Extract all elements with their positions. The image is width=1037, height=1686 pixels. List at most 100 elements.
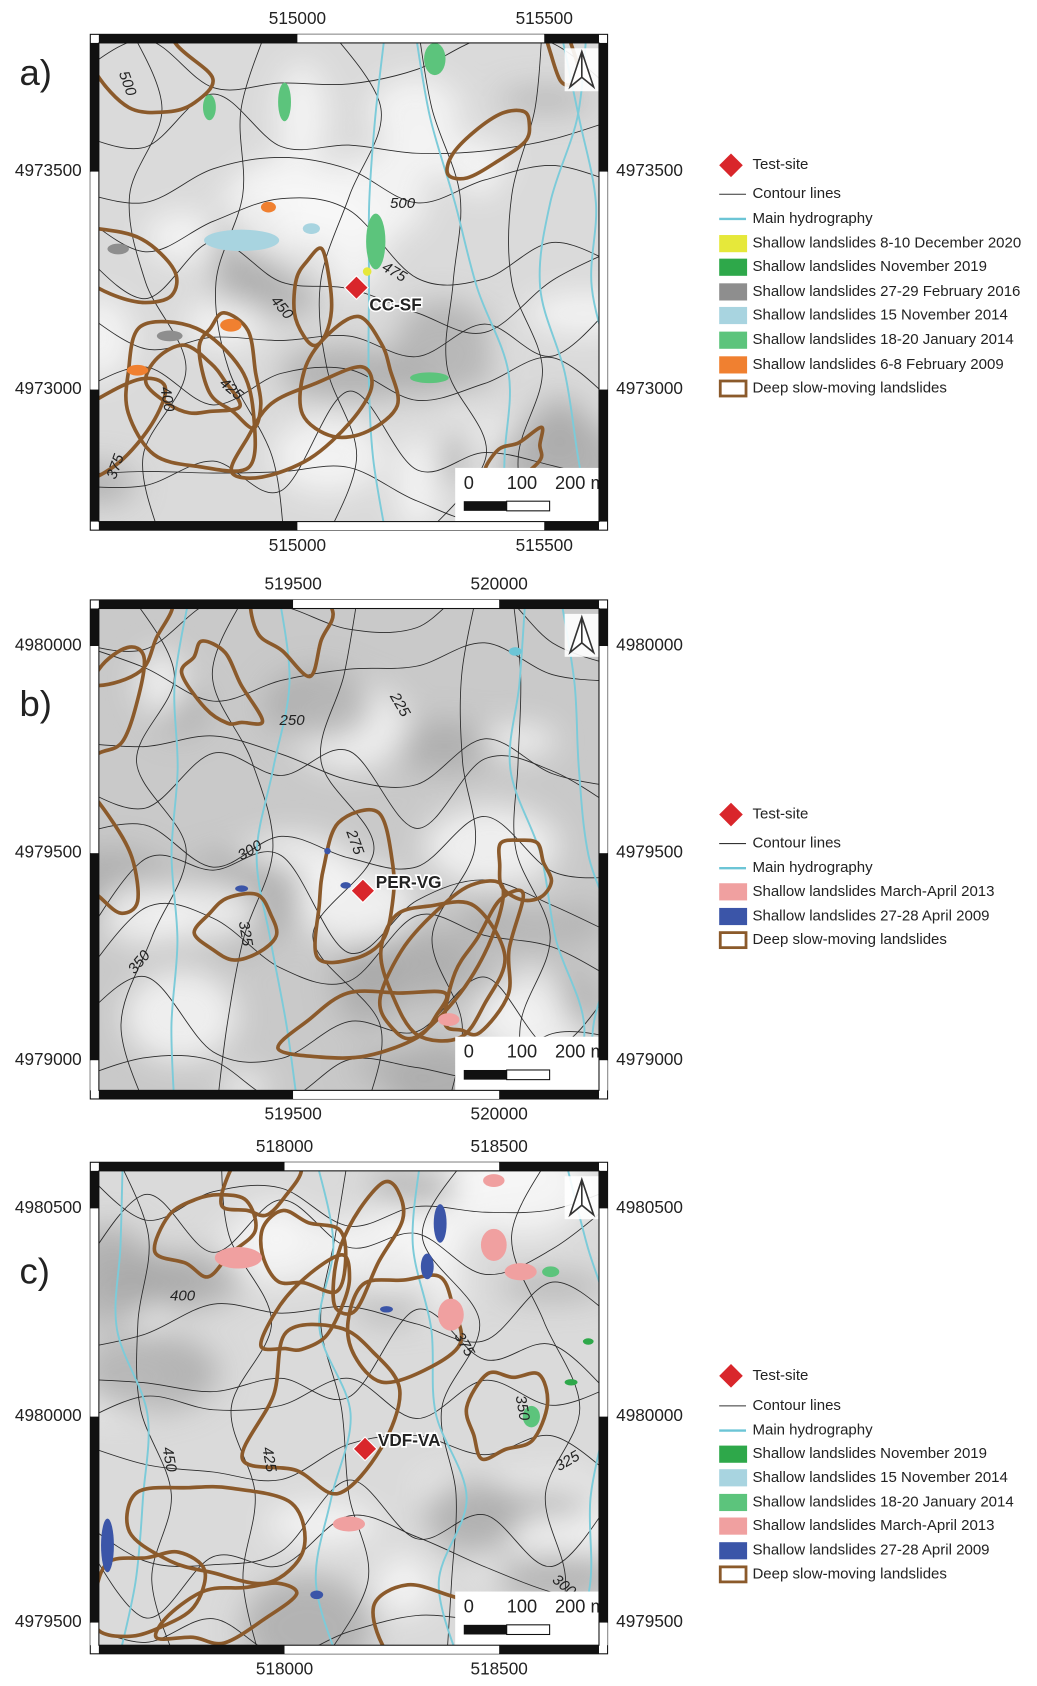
y-coordinate-label: 4979500 <box>15 842 82 862</box>
frame-segment <box>90 43 99 172</box>
x-coordinate-label: 515000 <box>269 8 326 28</box>
x-coordinate-label: 518000 <box>256 1658 313 1678</box>
frame-segment <box>599 1623 608 1646</box>
legend-symbol <box>719 1446 747 1463</box>
frame-segment <box>293 1090 499 1099</box>
x-coordinate-label: 520000 <box>471 1104 528 1124</box>
legend-label: Shallow landslides November 2019 <box>752 1445 987 1462</box>
frame-segment <box>99 1162 285 1171</box>
y-coordinate-label: 4973000 <box>616 378 683 398</box>
scale-bar-label: 0 <box>464 1041 474 1062</box>
scale-bar-black <box>464 1070 507 1080</box>
hillshade-patch <box>272 418 383 494</box>
legend-label: Shallow landslides 27-29 February 2016 <box>752 283 1020 300</box>
legend-label: Contour lines <box>752 185 840 202</box>
legend-label: Test-site <box>752 1367 808 1384</box>
x-coordinate-label: 520000 <box>471 573 528 593</box>
shallow-landslide <box>101 1519 114 1573</box>
frame-segment <box>90 390 99 522</box>
shallow-landslide <box>310 1590 323 1599</box>
legend-label: Shallow landslides 15 November 2014 <box>752 1469 1007 1486</box>
frame-segment <box>599 609 608 647</box>
legend-label: Contour lines <box>752 1397 840 1414</box>
shallow-landslide <box>278 83 291 122</box>
figure: 500500475450425400375CC-SF0100200 m51500… <box>0 0 1037 1686</box>
x-coordinate-label: 515500 <box>516 8 573 28</box>
shallow-landslide <box>261 202 276 213</box>
frame-segment <box>285 1162 500 1171</box>
legend-label: Shallow landslides March-April 2013 <box>752 1517 994 1534</box>
scale-bar-label: 0 <box>464 472 474 493</box>
hillshade-patch <box>395 435 440 534</box>
legend-label: Shallow landslides 27-28 April 2009 <box>752 1542 989 1559</box>
contour-label: 400 <box>170 1287 196 1304</box>
hillshade-patch <box>374 136 512 178</box>
legend-label: Deep slow-moving landslides <box>752 931 946 948</box>
page: {"panels": [ {"label": "a)", "x_ticks": … <box>0 0 1037 1686</box>
legend-symbol <box>719 1364 743 1388</box>
x-coordinate-label: 519500 <box>265 1104 322 1124</box>
legend-symbol <box>720 1567 746 1582</box>
legend-label: Shallow landslides 6-8 February 2009 <box>752 356 1003 373</box>
site-name: VDF-VA <box>378 1430 441 1450</box>
x-coordinate-label: 519500 <box>265 573 322 593</box>
legend-symbol <box>719 1518 747 1535</box>
y-coordinate-label: 4979500 <box>15 1611 82 1631</box>
frame-segment <box>90 1417 99 1623</box>
frame-segment <box>99 1645 285 1654</box>
frame-segment <box>544 522 599 531</box>
hillshade-patch <box>124 970 238 1062</box>
frame-segment <box>599 1171 608 1209</box>
y-coordinate-label: 4973000 <box>15 378 82 398</box>
legend-symbol <box>719 235 747 252</box>
hillshade-patch <box>370 1168 458 1208</box>
legend-symbol <box>719 259 747 276</box>
y-coordinate-label: 4979500 <box>616 1611 683 1631</box>
legend-label: Shallow landslides November 2019 <box>752 258 987 275</box>
shallow-landslide <box>303 223 320 234</box>
x-coordinate-label: 518500 <box>471 1136 528 1156</box>
map-area: 500500475450425400375CC-SF0100200 m <box>52 0 663 543</box>
shallow-landslide <box>509 647 522 656</box>
legend-label: Shallow landslides 18-20 January 2014 <box>752 1493 1013 1510</box>
frame-segment <box>499 1645 599 1654</box>
scale-bar-label: 200 m <box>555 472 606 493</box>
y-coordinate-label: 4980500 <box>616 1197 683 1217</box>
y-coordinate-label: 4979000 <box>15 1049 82 1069</box>
shallow-landslide <box>333 1516 365 1531</box>
shallow-landslide <box>220 319 241 332</box>
frame-segment <box>599 390 608 522</box>
y-coordinate-label: 4973500 <box>15 160 82 180</box>
panel-label: c) <box>19 1251 49 1292</box>
legend-symbol <box>719 153 743 177</box>
scale-bar-white <box>507 501 550 511</box>
shallow-landslide <box>438 1013 459 1026</box>
legend-symbol <box>719 803 743 827</box>
frame-segment <box>293 600 499 609</box>
legend-label: Contour lines <box>752 835 840 852</box>
panel-label: a) <box>19 52 51 93</box>
shallow-landslide <box>340 882 351 888</box>
frame-segment <box>599 43 608 172</box>
frame-segment <box>90 1208 99 1416</box>
scale-bar-black <box>464 501 507 511</box>
scale-bar-white <box>507 1625 550 1635</box>
legend-label: Shallow landslides March-April 2013 <box>752 883 994 900</box>
shallow-landslide <box>366 214 385 270</box>
x-coordinate-label: 518500 <box>471 1658 528 1678</box>
frame-segment <box>297 522 544 531</box>
legend-label: Test-site <box>752 156 808 173</box>
shallow-landslide <box>410 372 449 383</box>
y-coordinate-label: 4979500 <box>616 842 683 862</box>
frame-segment <box>599 1208 608 1416</box>
shallow-landslide <box>203 94 216 120</box>
legend-symbol <box>719 307 747 324</box>
frame-segment <box>297 34 544 43</box>
scale-bar-black <box>464 1625 507 1635</box>
y-coordinate-label: 4980000 <box>15 1405 82 1425</box>
legend-symbol <box>720 381 746 396</box>
x-coordinate-label: 515500 <box>516 535 573 555</box>
